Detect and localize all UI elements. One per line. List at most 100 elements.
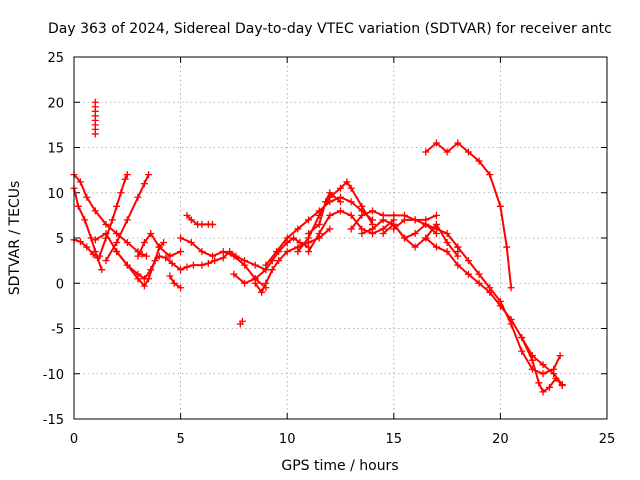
data-point	[251, 279, 259, 287]
data-point	[177, 234, 185, 242]
data-point	[322, 198, 330, 206]
data-point	[400, 216, 408, 224]
data-point	[454, 139, 462, 147]
data-point	[496, 302, 504, 310]
data-point	[238, 317, 246, 325]
x-tick-label: 15	[386, 432, 403, 447]
x-axis-label: GPS time / hours	[281, 458, 398, 474]
data-point	[368, 207, 376, 215]
data-point	[305, 216, 313, 224]
data-point	[443, 229, 451, 237]
x-tick-label: 10	[279, 432, 296, 447]
data-point	[556, 352, 564, 360]
data-point	[102, 234, 110, 242]
data-point	[379, 229, 387, 237]
data-point	[486, 288, 494, 296]
data-point	[475, 279, 483, 287]
x-tick-label: 5	[176, 432, 184, 447]
series-track-24	[518, 334, 566, 389]
series-track-21	[390, 216, 564, 378]
data-point	[343, 178, 351, 186]
data-point	[422, 148, 430, 156]
data-point	[117, 189, 125, 197]
data-point	[166, 272, 174, 280]
data-point	[337, 198, 344, 206]
series-line	[137, 231, 181, 258]
data-point	[113, 239, 121, 247]
data-point	[87, 234, 95, 242]
data-point	[283, 248, 291, 256]
data-point	[518, 347, 526, 355]
data-point	[296, 239, 304, 247]
data-point	[432, 243, 440, 251]
data-point	[326, 189, 334, 197]
series-line	[98, 174, 129, 257]
data-point	[347, 211, 355, 219]
data-point	[464, 257, 472, 265]
data-point	[315, 229, 323, 237]
data-point	[96, 252, 104, 260]
data-point	[145, 171, 153, 179]
axis-ticks: -15 -10 -5 0 5 10 15 20 25 0 5 10 15 20 25	[43, 51, 616, 447]
data-series	[70, 98, 566, 396]
data-point	[358, 202, 366, 210]
data-point	[209, 220, 217, 228]
data-point	[177, 284, 185, 292]
data-point	[545, 383, 553, 391]
data-point	[347, 225, 355, 233]
x-tick-label: 20	[492, 432, 509, 447]
data-point	[187, 216, 195, 224]
data-point	[432, 211, 440, 219]
data-point	[134, 275, 142, 283]
series-line	[425, 237, 563, 394]
data-point	[290, 234, 298, 242]
data-point	[262, 279, 270, 287]
data-point	[454, 248, 462, 256]
data-point	[140, 180, 148, 188]
data-point	[74, 202, 82, 210]
data-point	[145, 275, 153, 283]
data-point	[368, 225, 376, 233]
data-point	[183, 211, 191, 219]
data-point	[89, 250, 97, 258]
data-point	[134, 252, 142, 260]
data-point	[121, 175, 129, 183]
data-point	[123, 261, 131, 269]
y-tick-label: 0	[56, 277, 64, 292]
data-point	[198, 220, 206, 228]
data-point	[507, 315, 515, 323]
data-point	[91, 236, 99, 244]
data-point	[134, 193, 142, 201]
series-track-17	[305, 189, 344, 237]
data-point	[337, 207, 344, 215]
data-point	[411, 229, 419, 237]
series-line	[425, 141, 513, 288]
y-tick-label: 15	[47, 142, 64, 157]
chart-title: Day 363 of 2024, Sidereal Day-to-day VTE…	[48, 21, 612, 37]
series-line	[73, 173, 147, 258]
data-point	[204, 259, 212, 267]
data-point	[432, 225, 440, 233]
data-point	[464, 148, 472, 156]
data-point	[162, 254, 170, 262]
data-point	[140, 239, 148, 247]
series-track-6	[102, 171, 153, 265]
data-point	[432, 139, 440, 147]
data-point	[305, 229, 313, 237]
data-point	[486, 171, 494, 179]
data-point	[550, 370, 558, 378]
y-tick-label: 10	[47, 187, 64, 202]
data-point	[358, 211, 366, 219]
data-point	[76, 178, 84, 186]
data-point	[147, 229, 155, 237]
data-point	[379, 216, 387, 224]
data-point	[142, 252, 150, 260]
data-point	[81, 216, 89, 224]
data-point	[123, 171, 131, 179]
data-point	[503, 243, 511, 251]
data-point	[198, 248, 206, 256]
data-point	[76, 238, 84, 246]
y-axis-label: SDTVAR / TECUs	[7, 181, 23, 296]
series-line	[169, 275, 182, 289]
